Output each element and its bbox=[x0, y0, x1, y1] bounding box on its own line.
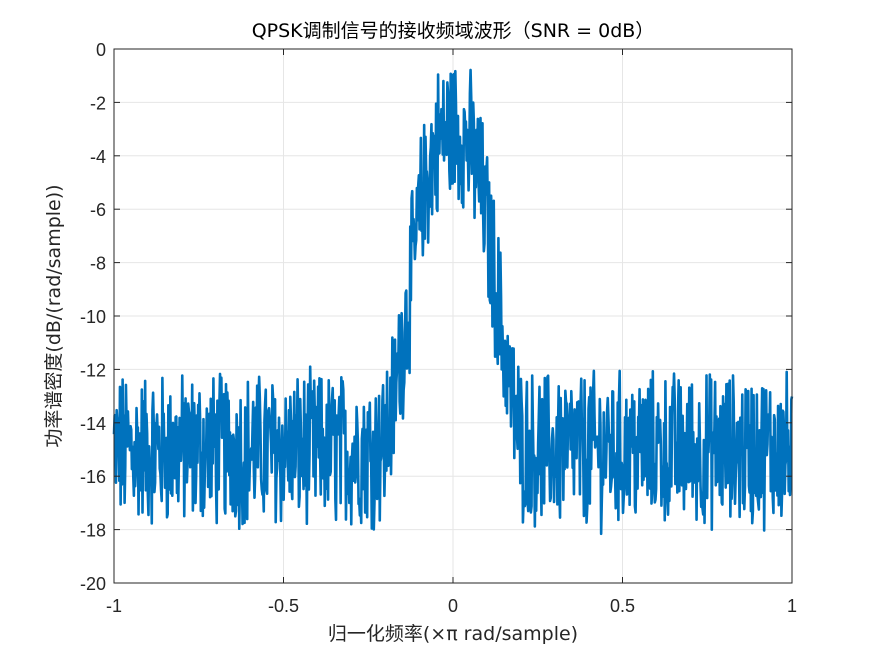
y-tick-label: -16 bbox=[80, 467, 106, 487]
chart-title: QPSK调制信号的接收频域波形（SNR = 0dB） bbox=[252, 20, 655, 42]
series-layer bbox=[112, 68, 794, 536]
x-tick-label: 1 bbox=[787, 596, 797, 616]
x-tick-label: -0.5 bbox=[268, 596, 299, 616]
y-tick-label: 0 bbox=[96, 40, 106, 60]
y-tick-label: -2 bbox=[90, 93, 106, 113]
y-tick-label: -6 bbox=[90, 200, 106, 220]
x-axis-label: 归一化频率(×π rad/sample) bbox=[328, 623, 578, 645]
y-tick-label: -20 bbox=[80, 574, 106, 594]
x-tick-label: 0.5 bbox=[610, 596, 635, 616]
ticks: -1 -0.5 0 0.5 1 0 -2 -4 -6 -8 -10 -12 -14 -16 -18 -20 bbox=[80, 40, 797, 616]
x-tick-label: -1 bbox=[106, 596, 122, 616]
psd-series-line bbox=[112, 68, 794, 536]
y-tick-label: -18 bbox=[80, 521, 106, 541]
x-tick-label: 0 bbox=[448, 596, 458, 616]
y-tick-label: -14 bbox=[80, 414, 106, 434]
y-tick-label: -10 bbox=[80, 307, 106, 327]
y-tick-label: -4 bbox=[90, 147, 106, 167]
y-tick-label: -12 bbox=[80, 360, 106, 380]
y-tick-label: -8 bbox=[90, 254, 106, 274]
y-axis-label: 功率谱密度(dB/(rad/sample)) bbox=[43, 184, 65, 447]
